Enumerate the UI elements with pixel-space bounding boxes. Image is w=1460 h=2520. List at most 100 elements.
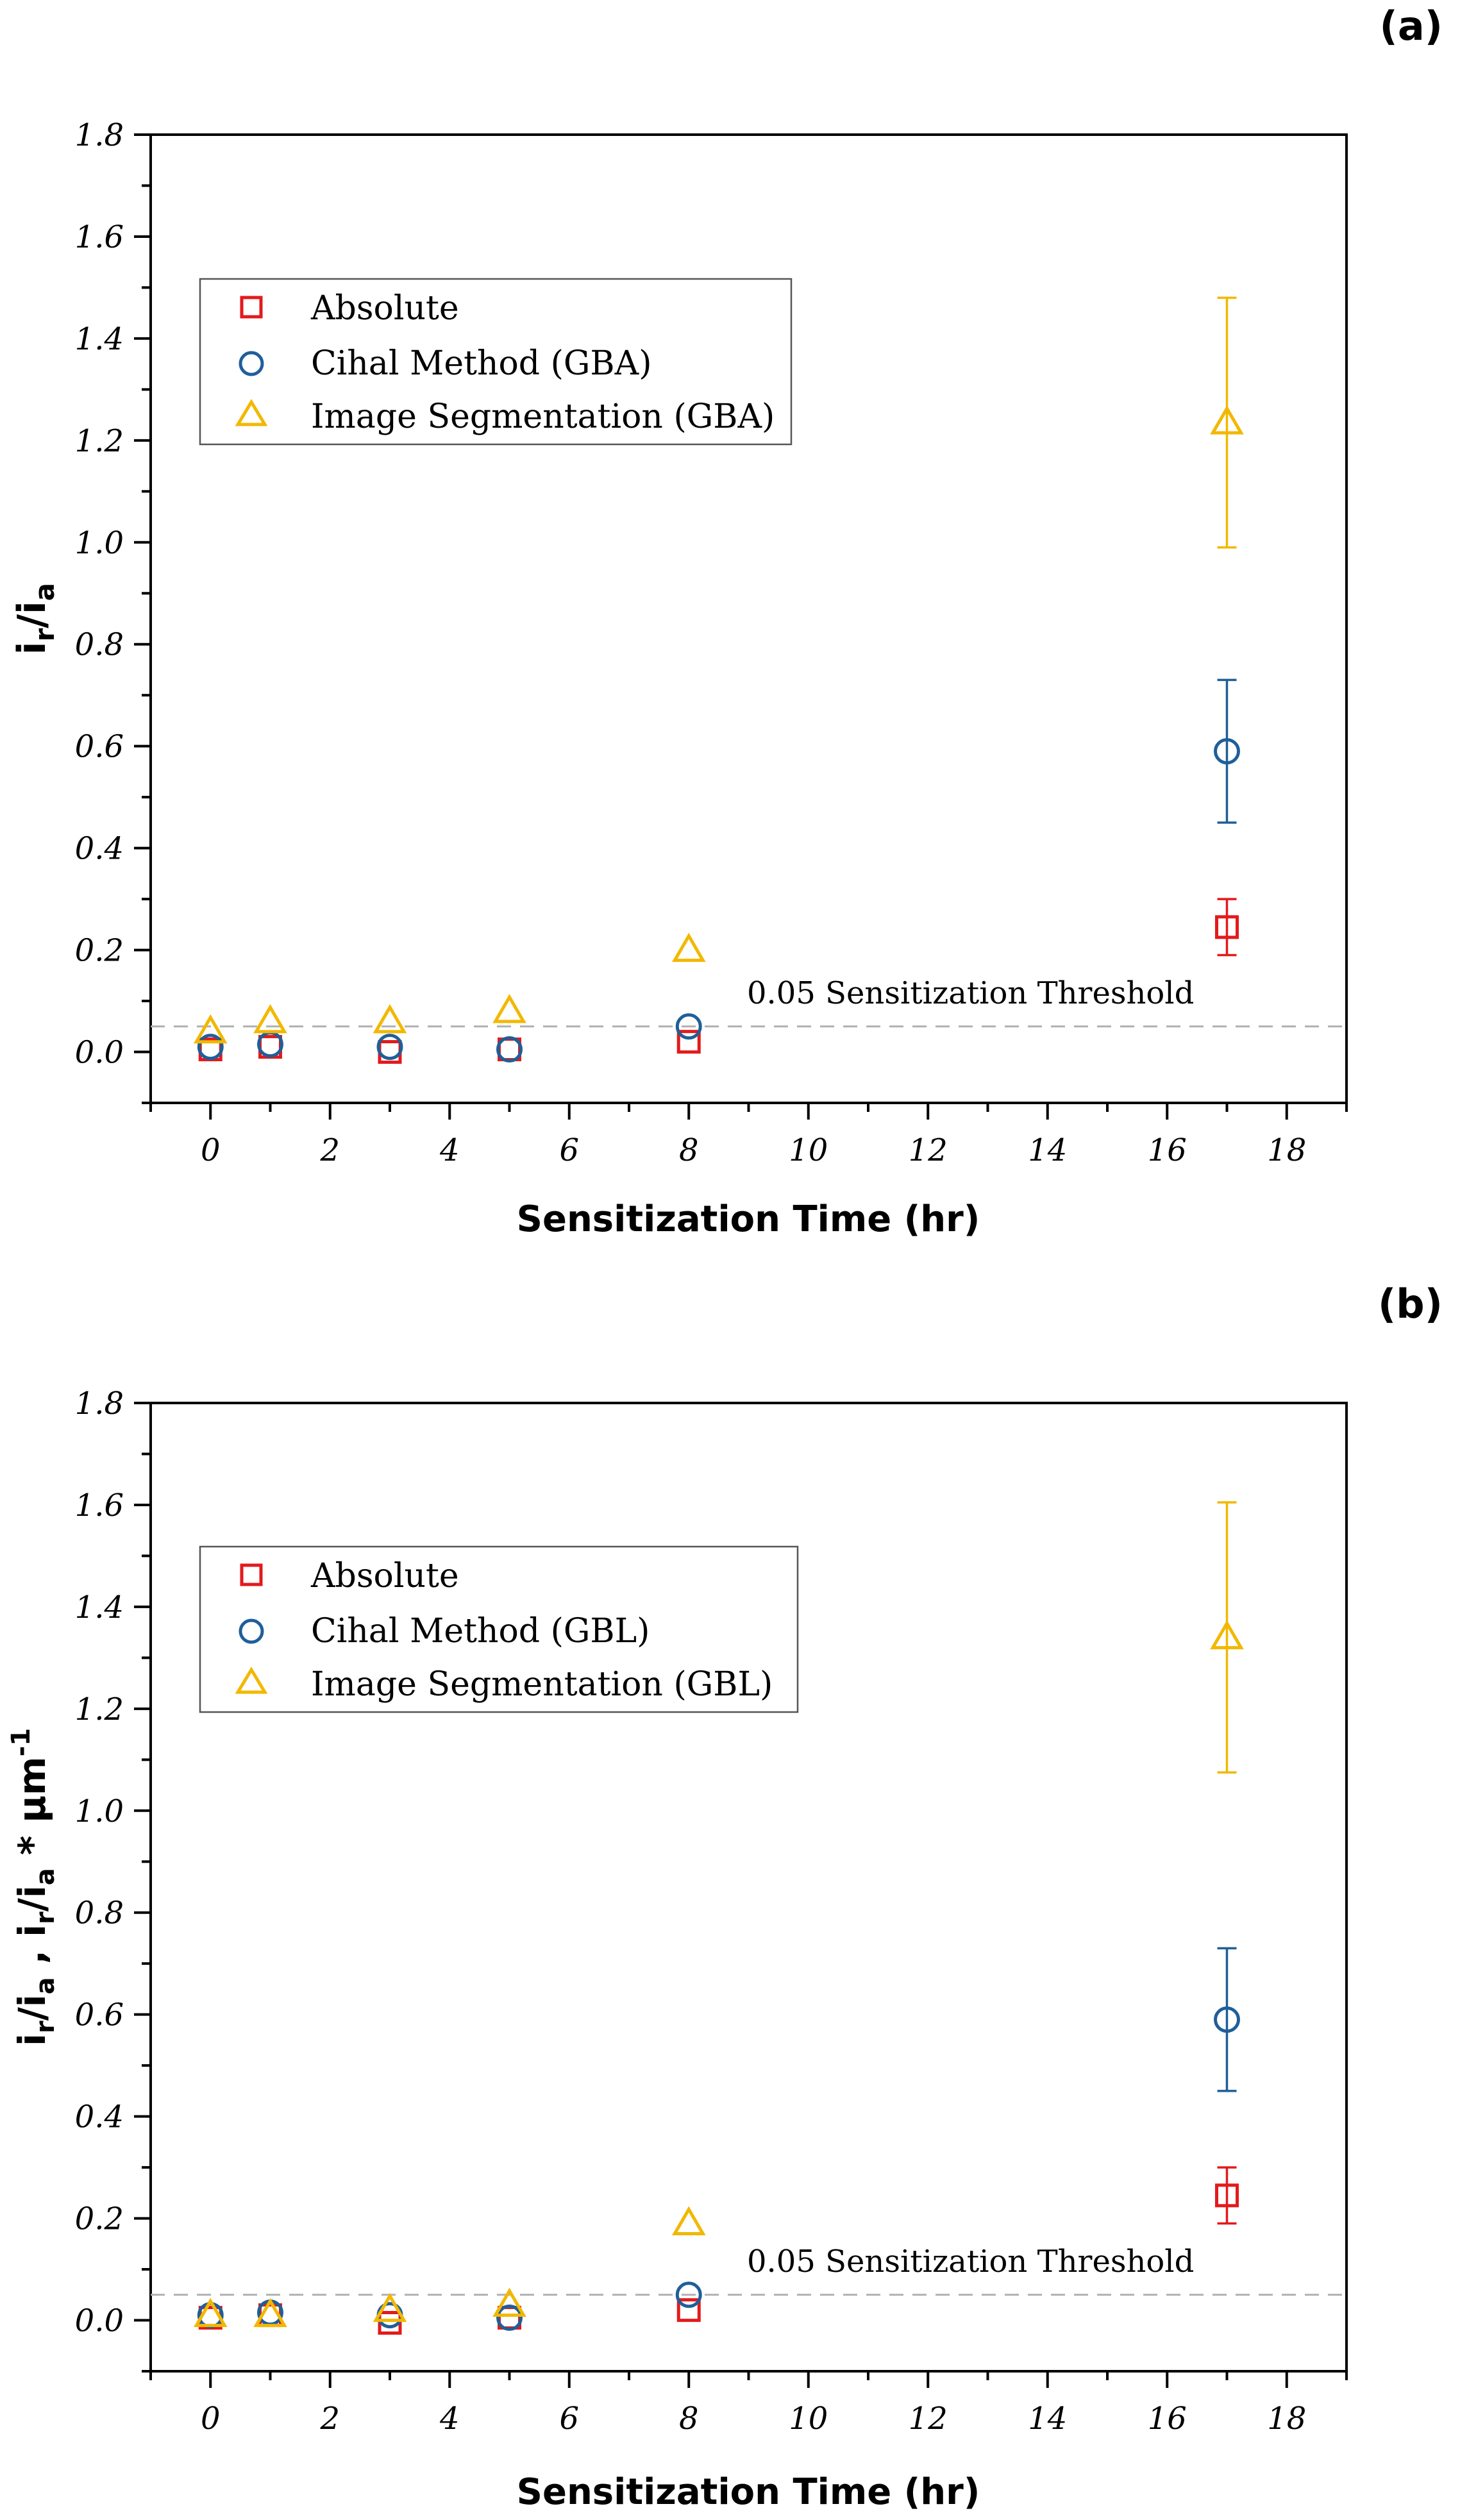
data-point <box>193 1014 228 1044</box>
legend-item-segmentation: Image Segmentation (GBL) <box>235 1665 773 1704</box>
triangle-marker-icon <box>235 399 268 426</box>
x-tick-label: 12 <box>909 2401 948 2437</box>
legend-box <box>199 1545 799 1713</box>
triangle-marker-icon <box>235 1667 268 1694</box>
data-point <box>193 2297 228 2328</box>
data-point <box>671 932 706 962</box>
data-point <box>492 993 526 1023</box>
y-tick-label: 1.8 <box>75 117 124 153</box>
x-tick-label: 2 <box>319 1132 340 1168</box>
x-axis: 0 2 4 6 8 10 12 14 16 18 <box>149 1103 1348 1168</box>
legend-label: Absolute <box>310 289 459 328</box>
panel-label: (b) <box>1378 1281 1443 1327</box>
legend-label: Image Segmentation (GBL) <box>311 1665 773 1704</box>
y-tick-label: 0.6 <box>75 729 124 765</box>
square-marker-icon <box>240 296 263 319</box>
panel-b: (b) 0.0 0.2 0.4 0.6 0.8 1.0 1.2 1.4 1.6 1.8 0 2 4 6 8… <box>6 1281 1443 2513</box>
series-segmentation <box>193 296 1244 1044</box>
y-tick-label: 0.8 <box>75 1895 124 1931</box>
y-tick-label: 0.2 <box>75 933 124 969</box>
data-point <box>253 1004 287 1034</box>
x-axis-title: Sensitization Time (hr) <box>517 1198 980 1240</box>
y-axis-title: ir/ia <box>10 583 60 655</box>
x-tick-label: 4 <box>439 1132 460 1168</box>
legend: Absolute Cihal Method (GBA) Image Segmen… <box>199 278 793 446</box>
svg-text:ir/ia: ir/ia <box>10 583 60 655</box>
series-segmentation <box>193 1501 1244 2328</box>
legend-item-segmentation: Image Segmentation (GBA) <box>235 398 775 436</box>
x-tick-label: 2 <box>319 2401 340 2437</box>
data-point <box>496 2305 523 2331</box>
y-tick-label: 1.8 <box>75 1386 124 1422</box>
data-point <box>676 2298 701 2323</box>
data-point <box>1214 738 1240 765</box>
data-point <box>676 1030 701 1054</box>
data-point <box>1214 2006 1240 2033</box>
data-point <box>492 2287 526 2317</box>
x-tick-label: 14 <box>1028 1132 1067 1168</box>
x-tick-label: 8 <box>679 1132 699 1168</box>
y-axis-title: ir/ia , ir/ia * μm-1 <box>6 1728 60 2046</box>
panel-a: (a) 0.0 0.2 0.4 0.6 0.8 1.0 1.2 1.4 1.6 1.8 0 2 4 6 8… <box>10 3 1443 1240</box>
data-point <box>197 1034 224 1061</box>
data-point <box>1210 1620 1244 1650</box>
x-tick-label: 10 <box>789 2401 828 2437</box>
threshold-label: 0.05 Sensitization Threshold <box>747 2244 1194 2280</box>
y-tick-label: 1.0 <box>75 525 124 561</box>
data-point <box>1215 2183 1239 2208</box>
y-tick-label: 0.0 <box>75 2303 124 2339</box>
y-tick-label: 1.6 <box>75 219 124 255</box>
legend-label: Absolute <box>310 1557 459 1595</box>
x-tick-label: 6 <box>559 2401 579 2437</box>
y-tick-label: 0.0 <box>75 1035 124 1071</box>
legend-item-absolute: Absolute <box>240 289 459 328</box>
data-point <box>253 2297 287 2328</box>
y-tick-label: 1.6 <box>75 1488 124 1524</box>
legend-label: Cihal Method (GBA) <box>311 344 651 383</box>
x-tick-label: 10 <box>789 1132 828 1168</box>
data-point <box>675 2281 702 2308</box>
x-tick-label: 0 <box>201 2401 221 2437</box>
y-tick-label: 1.2 <box>75 1692 124 1727</box>
y-tick-label: 0.4 <box>75 2099 124 2135</box>
x-tick-label: 18 <box>1267 2401 1306 2437</box>
data-point <box>671 2206 706 2236</box>
x-tick-label: 12 <box>909 1132 948 1168</box>
legend-label: Cihal Method (GBL) <box>311 1612 650 1651</box>
series-layer <box>193 296 1244 1064</box>
data-point <box>675 1013 702 1040</box>
legend-item-cihal: Cihal Method (GBA) <box>239 344 651 383</box>
legend-item-cihal: Cihal Method (GBL) <box>239 1612 650 1651</box>
data-point <box>496 1036 523 1063</box>
y-tick-label: 1.2 <box>75 423 124 459</box>
x-tick-label: 18 <box>1267 1132 1306 1168</box>
y-tick-label: 0.8 <box>75 627 124 663</box>
x-axis: 0 2 4 6 8 10 12 14 16 18 <box>149 2371 1348 2437</box>
y-tick-label: 1.0 <box>75 1793 124 1829</box>
x-tick-label: 16 <box>1148 2401 1187 2437</box>
data-point <box>1210 405 1244 435</box>
x-tick-label: 0 <box>201 1132 221 1168</box>
legend-item-absolute: Absolute <box>240 1557 459 1595</box>
legend: Absolute Cihal Method (GBL) Image Segmen… <box>199 1545 799 1713</box>
y-axis: 0.0 0.2 0.4 0.6 0.8 1.0 1.2 1.4 1.6 1.8 <box>75 1386 151 2373</box>
y-tick-label: 0.2 <box>75 2201 124 2237</box>
x-tick-label: 16 <box>1148 1132 1187 1168</box>
y-tick-label: 0.6 <box>75 1997 124 2033</box>
svg-text:ir/ia , ir/ia * μm-1: ir/ia , ir/ia * μm-1 <box>6 1728 60 2046</box>
circle-marker-icon <box>239 351 264 376</box>
threshold-label: 0.05 Sensitization Threshold <box>747 975 1194 1011</box>
data-point <box>373 1004 407 1034</box>
series-layer <box>193 1501 1244 2335</box>
y-tick-label: 0.4 <box>75 831 124 867</box>
y-tick-label: 1.4 <box>75 321 124 357</box>
x-tick-label: 14 <box>1028 2401 1067 2437</box>
data-point <box>373 2292 407 2323</box>
legend-box <box>199 278 793 446</box>
x-tick-label: 6 <box>559 1132 579 1168</box>
data-point <box>1215 915 1239 939</box>
square-marker-icon <box>240 1563 263 1586</box>
series-cihal <box>197 678 1240 1063</box>
x-tick-label: 8 <box>679 2401 699 2437</box>
